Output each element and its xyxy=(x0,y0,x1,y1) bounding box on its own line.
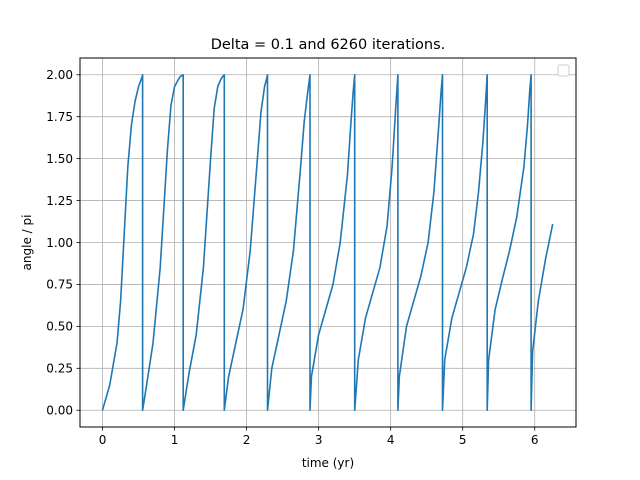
legend-box xyxy=(557,64,570,77)
x-tick-label: 1 xyxy=(171,433,179,447)
y-axis-label: angle / pi xyxy=(20,215,34,271)
grid-lines xyxy=(80,58,576,427)
x-tick-label: 5 xyxy=(459,433,467,447)
y-tick-label: 1.25 xyxy=(46,194,73,208)
x-tick-label: 3 xyxy=(315,433,323,447)
chart-title: Delta = 0.1 and 6260 iterations. xyxy=(211,37,446,53)
y-tick-label: 1.50 xyxy=(46,152,73,166)
y-tick-labels: 0.00 0.25 0.50 0.75 1.00 1.25 1.50 1.75 2.00 xyxy=(46,68,73,417)
y-tick-label: 1.00 xyxy=(46,236,73,250)
y-tick-label: 2.00 xyxy=(46,68,73,82)
x-tick-label: 6 xyxy=(531,433,539,447)
x-tick-labels: 0 1 2 3 4 5 6 xyxy=(99,433,539,447)
x-axis-label: time (yr) xyxy=(302,456,354,470)
tick-marks xyxy=(76,74,536,431)
x-tick-label: 4 xyxy=(387,433,395,447)
x-tick-label: 2 xyxy=(243,433,251,447)
y-tick-label: 0.75 xyxy=(46,278,73,292)
y-tick-label: 0.00 xyxy=(46,404,73,418)
y-tick-label: 0.25 xyxy=(46,362,73,376)
y-tick-label: 0.50 xyxy=(46,320,73,334)
y-tick-label: 1.75 xyxy=(46,110,73,124)
series-line-0 xyxy=(101,74,554,412)
x-tick-label: 0 xyxy=(99,433,107,447)
series-layer xyxy=(101,74,554,412)
